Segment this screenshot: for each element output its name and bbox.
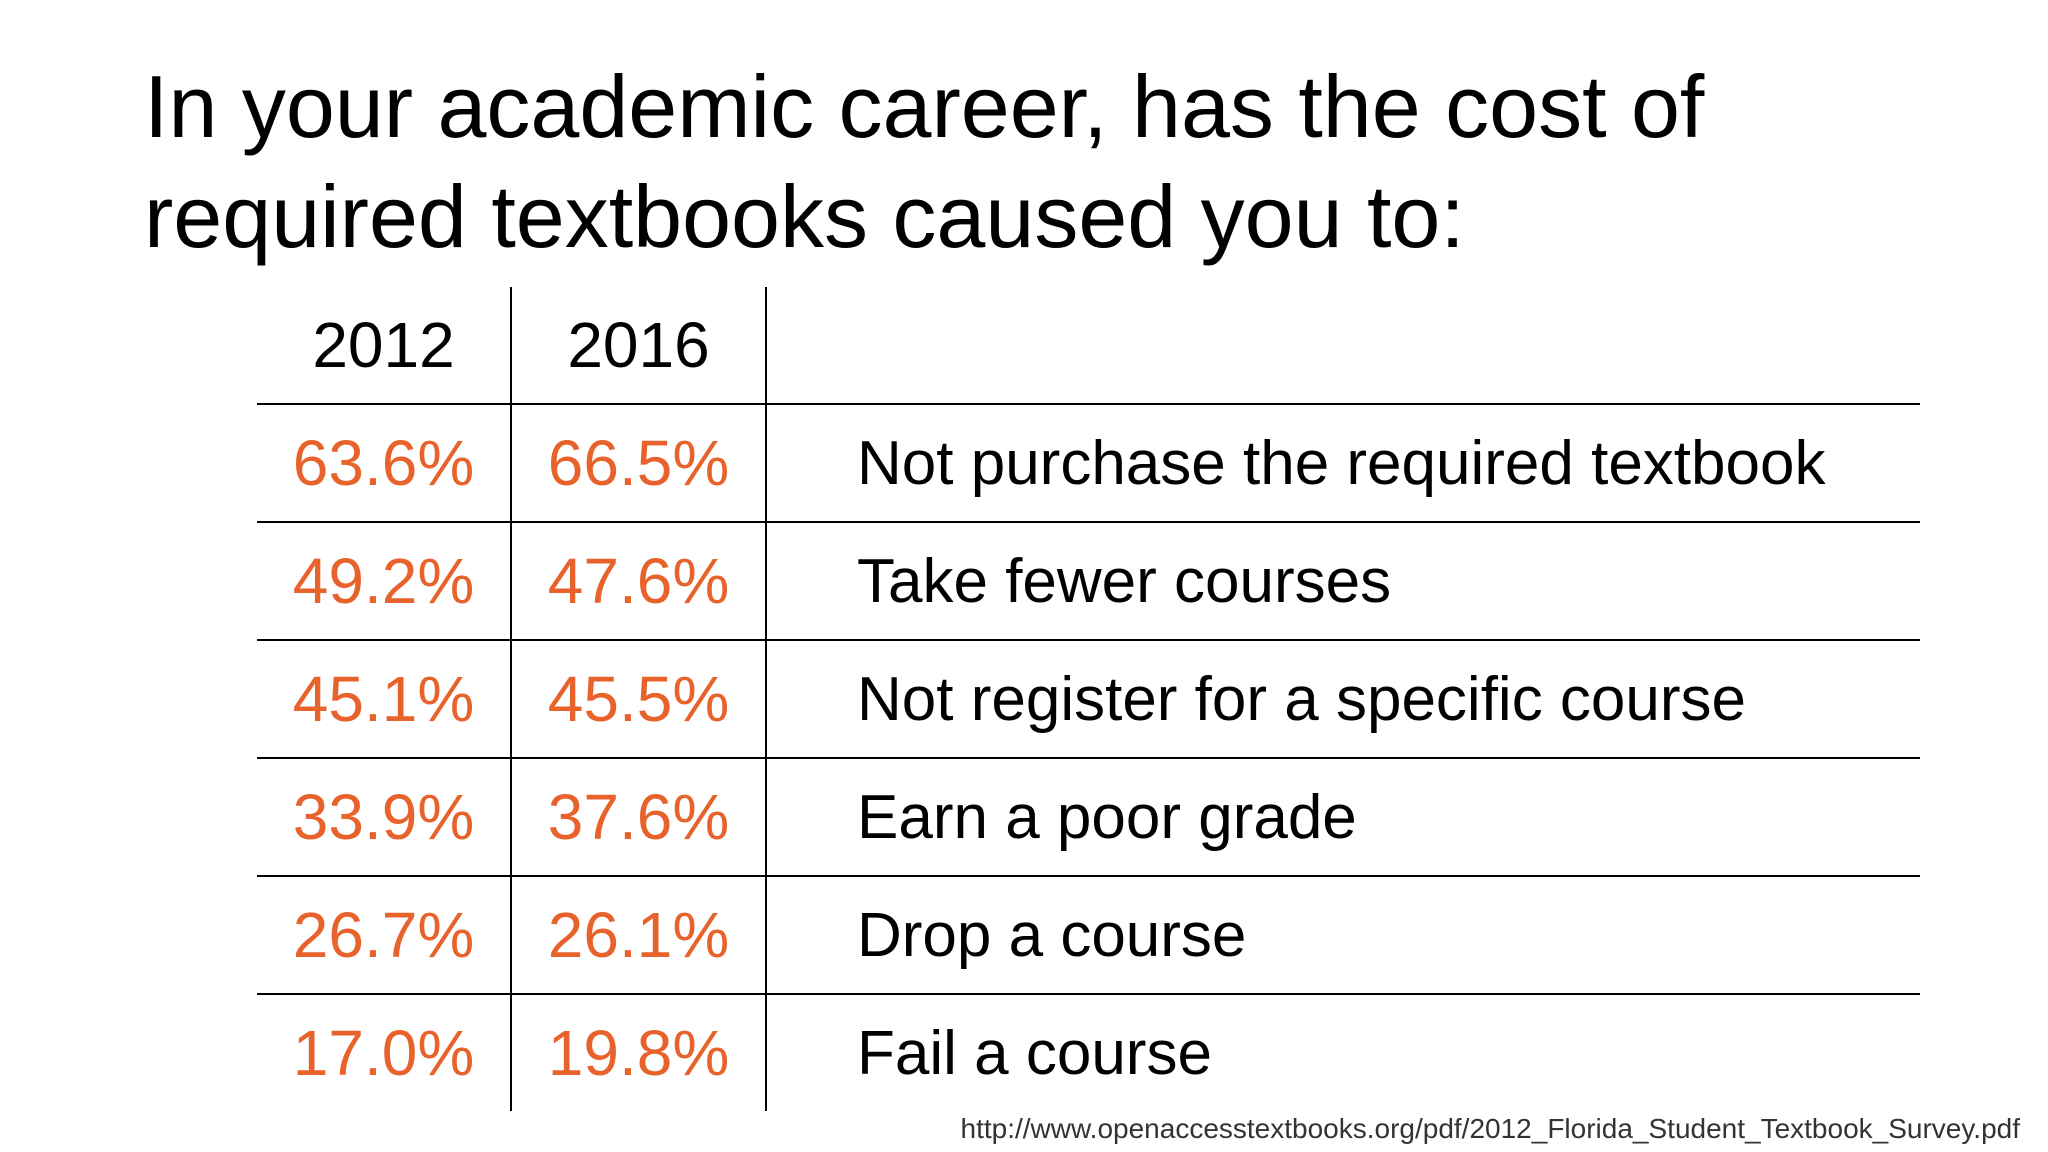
percent-2012: 45.1% [257,639,512,758]
percent-2012: 49.2% [257,521,512,640]
table-row: 17.0% 19.8% Fail a course [257,993,1920,1111]
table-row: 63.6% 66.5% Not purchase the required te… [257,404,1920,522]
outcome-label: Fail a course [766,993,1920,1111]
outcome-label: Drop a course [766,875,1920,994]
slide-title: In your academic career, has the cost of… [144,57,1705,266]
table-header-row: 2012 2016 [257,287,1920,405]
percent-2016: 26.1% [511,875,767,994]
percent-2016: 19.8% [511,993,767,1111]
outcome-label: Not purchase the required textbook [857,428,1826,498]
percent-2016: 45.5% [511,639,767,758]
percent-2012: 17.0% [257,993,512,1111]
source-link[interactable]: http://www.openaccesstextbooks.org/pdf/2… [960,1113,2020,1144]
outcome-label: Take fewer courses [766,521,1920,640]
table-row: 26.7% 26.1% Drop a course [257,875,1920,994]
table-row: 33.9% 37.6% Earn a poor grade [257,757,1920,876]
table-row: 49.2% 47.6% Take fewer courses [257,521,1920,640]
percent-2016: 66.5% [511,404,767,522]
header-2016: 2016 [511,287,767,405]
table-row: 45.1% 45.5% Not register for a specific … [257,639,1920,758]
percent-2012: 26.7% [257,875,512,994]
percent-2012: 63.6% [257,404,512,522]
header-2012: 2012 [257,287,512,405]
percent-2012: 33.9% [257,757,512,876]
percent-2016: 47.6% [511,521,767,640]
percent-2016: 37.6% [511,757,767,876]
outcome-label: Earn a poor grade [766,757,1920,876]
header-outcome [766,287,1920,405]
outcome-label: Not register for a specific course [766,639,1920,758]
survey-results-table: 2012 2016 63.6% 66.5% Not purchase the r… [257,287,1920,1111]
